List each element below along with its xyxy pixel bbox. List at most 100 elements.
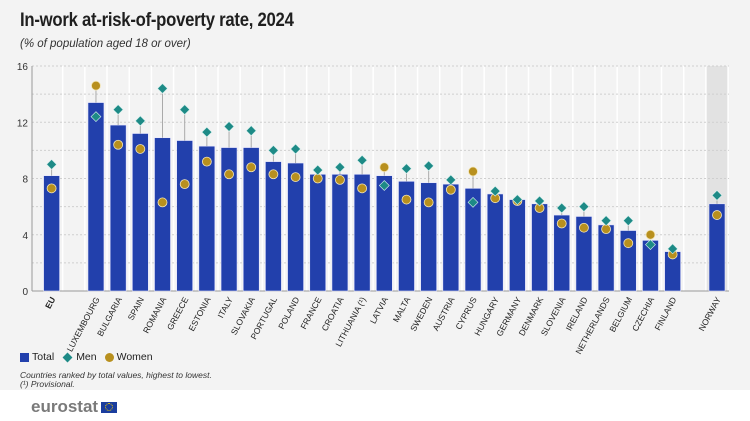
bar-total [597,224,615,292]
point-men [90,111,102,122]
men-diamond-icon [62,352,73,362]
women-circle-icon [104,352,114,362]
point-men [201,126,213,138]
x-tick-label: LATVIA [368,295,390,325]
point-women [135,144,146,154]
point-women [423,197,434,208]
legend: Total Men Women [20,351,153,363]
legend-women: Women [104,351,153,363]
point-women [468,166,478,177]
point-women [157,197,168,208]
point-men [645,239,656,250]
logo-text: eurostat [31,397,99,416]
bar-total [509,199,526,292]
bar-total [531,203,548,292]
legend-total-label: Total [32,351,55,363]
point-women [645,229,656,240]
point-men [467,197,479,208]
bar-total [331,173,349,292]
note-ranking: Countries ranked by total values, highes… [20,370,212,380]
point-women [335,175,345,185]
y-tick-label: 16 [17,62,29,73]
x-tick-label: LUXEMBOURG [65,295,102,353]
point-women [712,210,722,220]
legend-total: Total [20,351,54,363]
point-men [423,160,435,172]
y-tick-label: 0 [22,287,28,298]
legend-women-label: Women [116,351,153,363]
point-women [623,238,634,249]
bar-total [132,133,149,292]
point-men [445,174,457,186]
bar-total [442,183,460,292]
total-swatch [20,352,29,362]
point-men [711,190,723,201]
x-tick-label: NORWAY [696,295,722,333]
point-women [113,139,124,150]
point-men [268,145,279,156]
point-women [179,179,190,190]
bar-total [375,175,393,292]
point-women [246,162,257,173]
bar-total [265,161,282,292]
chart-title: In-work at-risk-of-poverty rate, 2024 [20,10,294,31]
point-men [112,104,124,115]
legend-men-label: Men [76,351,97,363]
point-men [46,159,57,170]
point-women [290,172,301,182]
point-women [357,183,368,194]
point-women [224,169,234,180]
point-men [245,125,257,137]
point-men [312,164,324,176]
point-men [157,83,168,94]
point-men [622,215,634,227]
x-tick-label: SPAIN [126,295,147,322]
point-men [600,215,612,227]
bar-total [309,173,327,292]
point-men [401,163,412,175]
chart-subtitle: (% of population aged 18 or over) [20,38,191,50]
point-men [667,243,679,255]
point-women [268,169,279,180]
eu-flag-icon [101,401,118,413]
bar-total [176,140,193,292]
point-women [46,183,57,194]
point-women [379,162,390,173]
bar-total [154,137,171,292]
point-men [223,121,235,132]
point-men [534,195,545,207]
bar-total [87,102,105,292]
x-tick-label: ITALY [215,295,234,320]
point-men [179,104,191,115]
point-men [489,185,501,197]
x-tick-label: EU [43,295,57,310]
x-tick-label: MALTA [391,295,413,324]
bar-total [486,193,504,292]
point-women [401,194,412,205]
legend-men: Men [62,351,97,363]
point-men [378,180,390,191]
point-men [356,154,368,166]
point-men [578,201,590,212]
y-tick-label: 12 [17,118,29,129]
point-men [134,115,146,127]
x-tick-label: FINLAND [652,295,678,332]
y-tick-label: 4 [22,231,28,242]
bar-total [220,147,238,292]
point-men [556,202,568,214]
y-tick-label: 8 [22,175,28,186]
point-women [556,218,567,229]
eurostat-logo: eurostat [31,397,118,417]
bar-total [287,162,304,292]
note-provisional: (¹) Provisional. [20,379,75,389]
point-men [290,143,301,155]
bar-total [198,145,216,292]
bar-total [109,124,127,292]
point-men [512,194,523,205]
point-men [334,161,346,173]
point-women [91,80,101,91]
point-women [579,222,589,233]
point-women [445,184,456,195]
point-women [201,156,212,167]
